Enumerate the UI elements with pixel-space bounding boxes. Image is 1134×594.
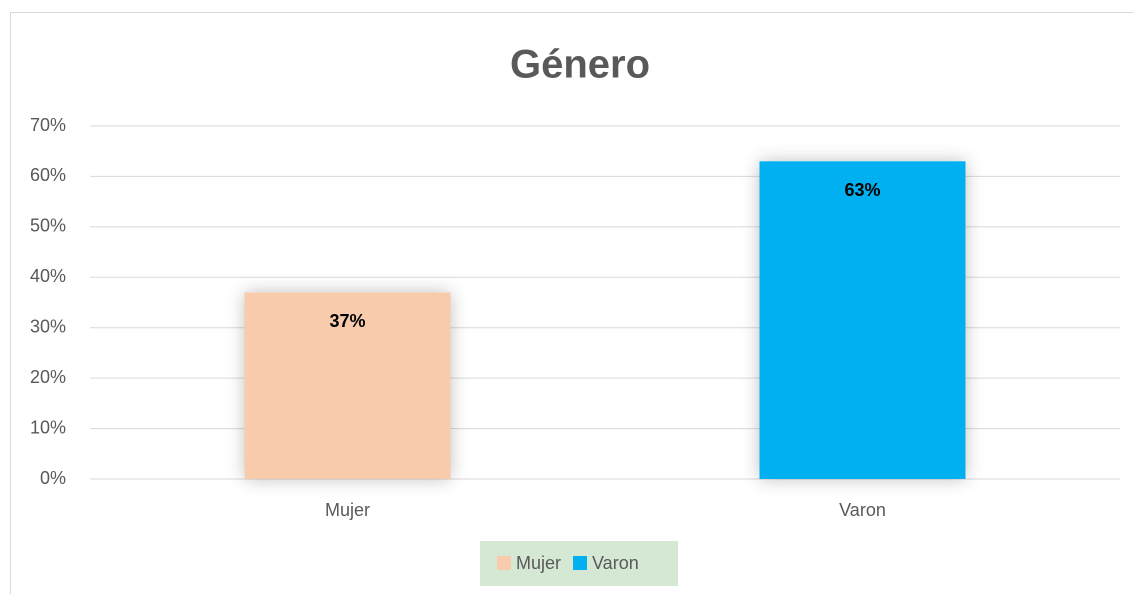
y-tick-label: 50%: [30, 216, 66, 236]
y-tick-label: 30%: [30, 316, 66, 336]
x-tick-label: Mujer: [325, 500, 370, 520]
bar: [244, 292, 451, 479]
legend-label: Mujer: [516, 553, 561, 573]
y-tick-label: 60%: [30, 165, 66, 185]
legend-swatch: [497, 556, 511, 570]
y-tick-label: 0%: [40, 468, 66, 488]
y-tick-label: 70%: [30, 115, 66, 135]
x-tick-label: Varon: [839, 500, 886, 520]
legend-label: Varon: [592, 553, 639, 573]
bar: [759, 161, 966, 480]
legend-swatch: [573, 556, 588, 570]
y-tick-label: 20%: [30, 367, 66, 387]
legend: Mujer Varon: [480, 541, 678, 586]
data-label: 37%: [329, 311, 365, 331]
y-tick-label: 10%: [30, 417, 66, 437]
y-tick-label: 40%: [30, 266, 66, 286]
chart-title: Género: [510, 43, 650, 87]
data-label: 63%: [844, 180, 880, 200]
